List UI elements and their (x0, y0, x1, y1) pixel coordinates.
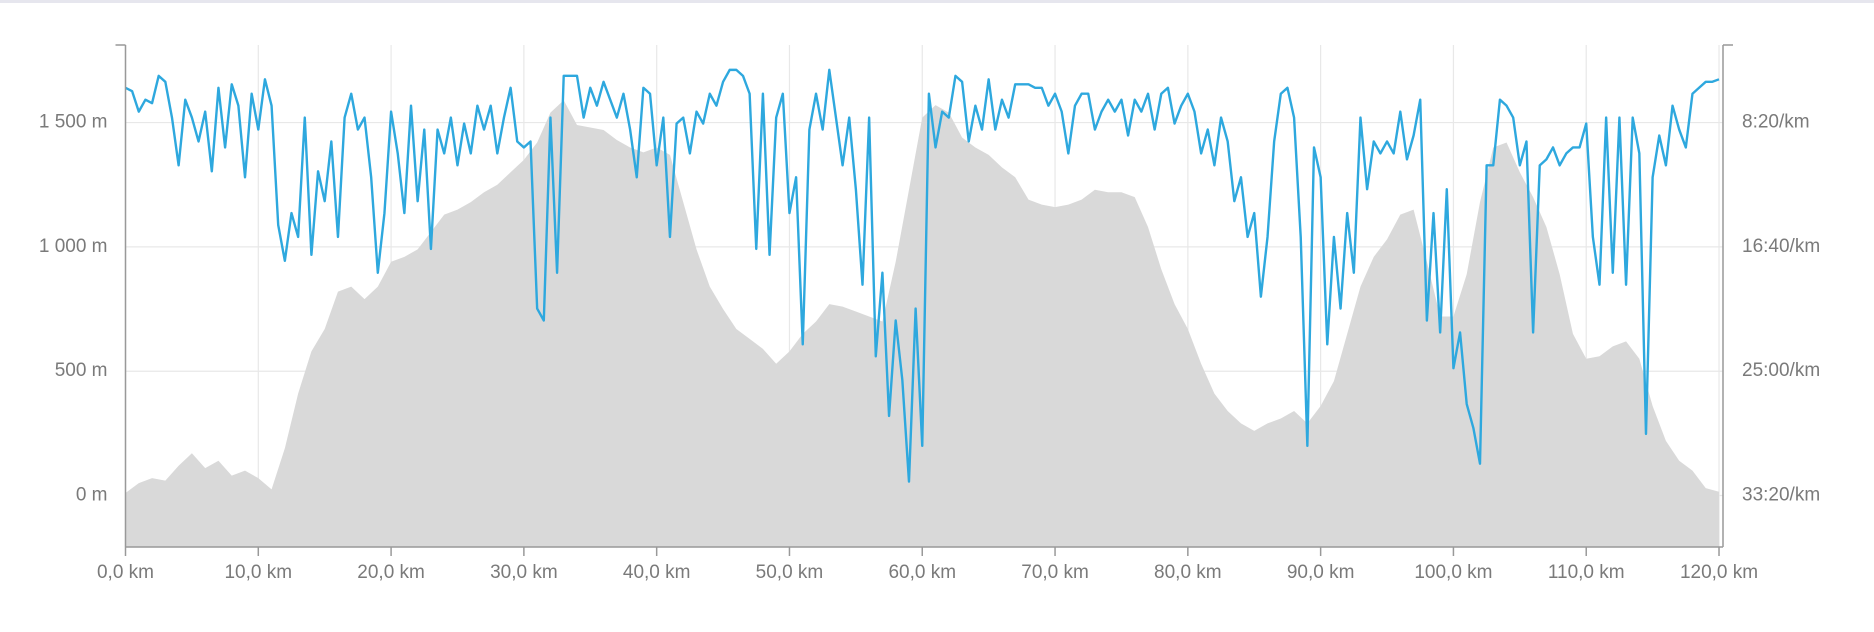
y-tick-label: 500 m (55, 360, 108, 381)
x-tick-label: 100,0 km (1414, 562, 1492, 583)
x-tick-label: 60,0 km (888, 562, 956, 583)
elevation-area (125, 100, 1720, 547)
x-tick-label: 20,0 km (357, 562, 425, 583)
y-tick-label: 0 m (76, 485, 108, 506)
pace-line (124, 68, 1720, 483)
x-tick-label: 80,0 km (1154, 562, 1222, 583)
y2-tick-label: 8:20/km (1742, 112, 1810, 133)
y2-tick-label: 25:00/km (1742, 360, 1820, 381)
y-tick-label: 1 500 m (39, 112, 108, 133)
x-tick-label: 50,0 km (756, 562, 824, 583)
x-tick-label: 40,0 km (623, 562, 691, 583)
x-tick-label: 90,0 km (1287, 562, 1355, 583)
y2-tick-label: 33:20/km (1742, 485, 1820, 506)
x-tick-label: 110,0 km (1548, 562, 1625, 583)
y-tick-label: 1 000 m (39, 236, 108, 257)
top-border (0, 0, 1874, 3)
x-tick-label: 10,0 km (224, 562, 292, 583)
y2-tick-label: 16:40/km (1742, 236, 1820, 257)
x-tick-label: 30,0 km (490, 562, 558, 583)
x-tick-label: 120,0 km (1680, 562, 1758, 583)
x-tick-label: 0,0 km (97, 562, 154, 583)
x-tick-label: 70,0 km (1021, 562, 1089, 583)
